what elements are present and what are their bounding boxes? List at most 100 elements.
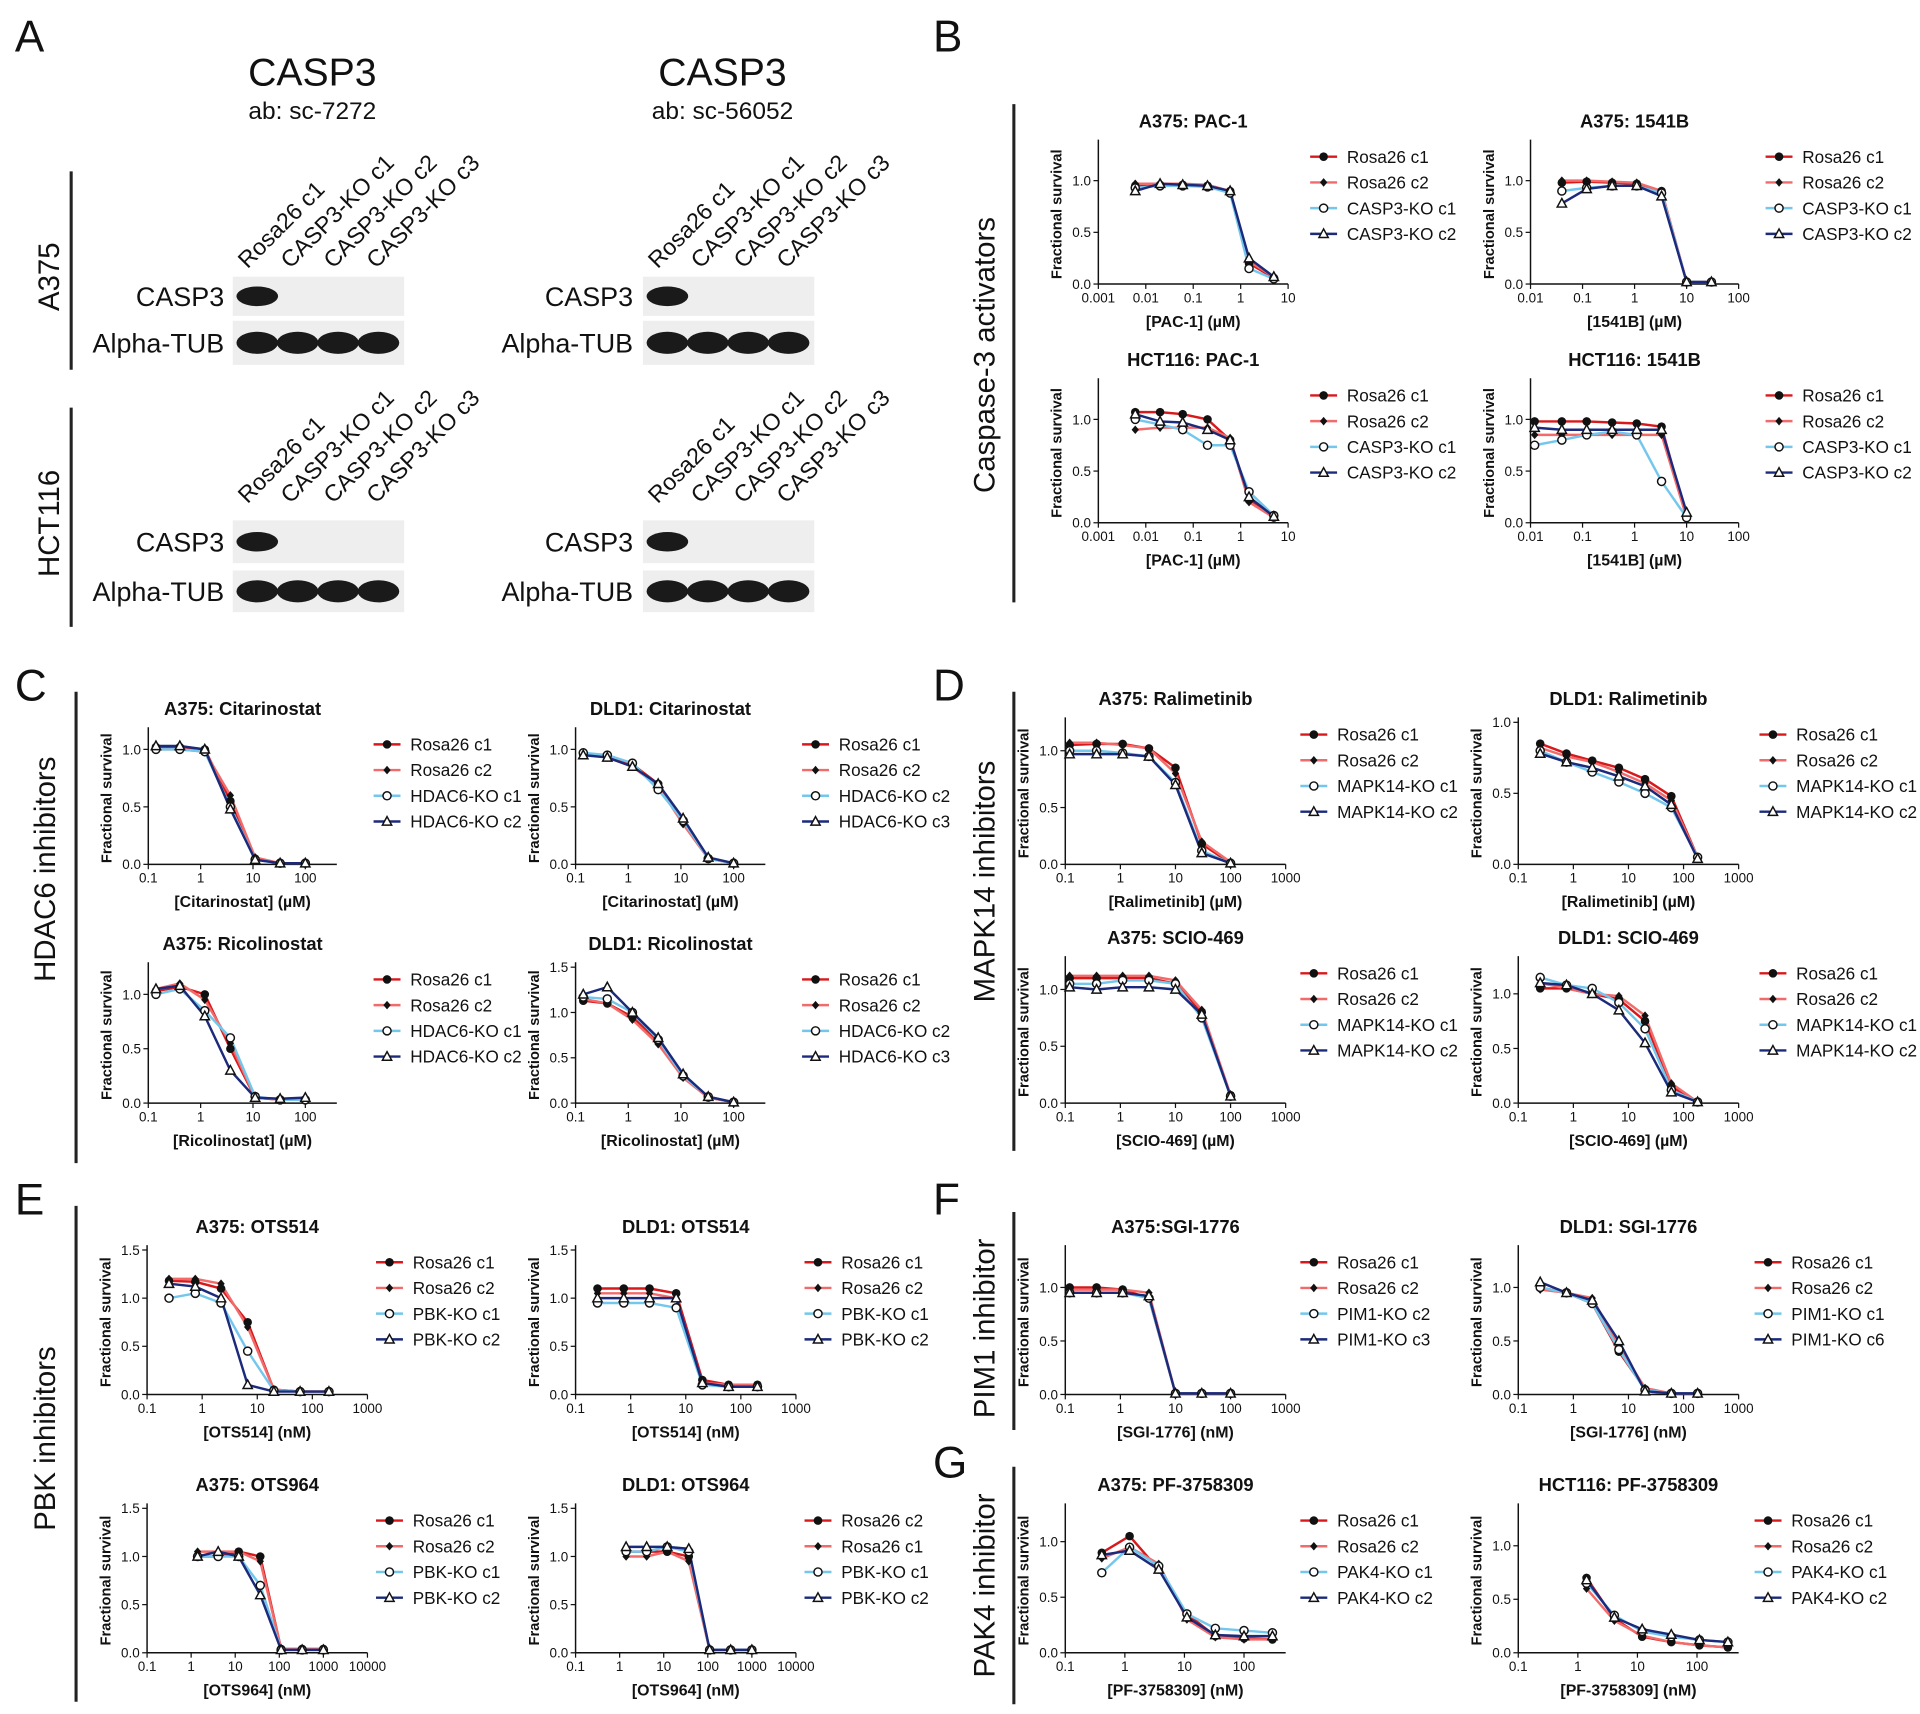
panel-letter: C: [15, 661, 47, 710]
y-tick-label: 1.0: [122, 742, 141, 757]
x-tick-label: 10: [678, 1401, 693, 1416]
legend-label: CASP3-KO c1: [1802, 198, 1911, 218]
marker: [652, 1031, 665, 1043]
y-tick-label: 0.0: [1492, 1646, 1511, 1661]
legend-label: PAK4-KO c2: [1337, 1588, 1433, 1608]
legend-label: Rosa26 c1: [1796, 963, 1878, 983]
legend-label: Rosa26 c2: [1337, 750, 1419, 770]
legend-label: Rosa26 c2: [1796, 989, 1878, 1009]
marker: [1267, 510, 1280, 521]
x-tick-label: 1: [1117, 871, 1124, 886]
legend-label: Rosa26 c1: [839, 970, 921, 990]
y-tick-label: 0.5: [1492, 1592, 1511, 1607]
marker: [267, 1385, 280, 1396]
x-tick-label: 10: [1621, 1109, 1636, 1124]
marker: [813, 1308, 823, 1319]
marker: [1169, 983, 1182, 994]
marker: [645, 1284, 654, 1293]
blot-band: [236, 286, 279, 307]
y-tick-label: 0.5: [550, 800, 569, 815]
marker: [619, 1284, 629, 1293]
marker: [1309, 969, 1319, 978]
legend-label: MAPK14-KO c2: [1337, 1041, 1458, 1061]
marker: [1639, 1384, 1651, 1396]
marker: [1763, 1257, 1773, 1267]
marker: [640, 1540, 653, 1552]
marker: [1640, 1024, 1650, 1034]
marker: [382, 740, 392, 749]
marker: [1775, 416, 1783, 426]
x-tick-label: 1000: [1724, 1401, 1754, 1416]
marker: [1176, 178, 1189, 190]
legend-label: Rosa26 c2: [410, 760, 492, 780]
legend-label: Rosa26 c1: [841, 1536, 923, 1556]
blot-row-label: Alpha-TUB: [93, 577, 225, 607]
marker: [1773, 227, 1785, 239]
marker: [383, 765, 391, 775]
marker: [384, 1567, 395, 1577]
x-tick-label: 1: [1117, 1401, 1124, 1416]
blot-band: [276, 331, 319, 354]
legend-label: Rosa26 c1: [1347, 386, 1429, 406]
x-tick-label: 1: [187, 1659, 194, 1674]
y-tick-label: 0.5: [1072, 464, 1091, 479]
marker: [1224, 1386, 1237, 1398]
marker: [813, 1516, 823, 1525]
cell-line: HCT116: [33, 470, 66, 577]
x-tick-label: 0.1: [566, 1401, 585, 1416]
x-tick-label: 100: [730, 1401, 752, 1416]
x-tick-label: 100: [1219, 1109, 1241, 1124]
x-tick-label: 100: [1672, 1109, 1694, 1124]
marker: [1534, 747, 1547, 758]
marker: [1612, 769, 1625, 781]
marker: [1705, 275, 1718, 287]
x-tick-label: 100: [1686, 1659, 1708, 1674]
marker: [1586, 1293, 1599, 1305]
x-axis-label: [1541B] (µM): [1587, 553, 1682, 570]
marker: [1319, 178, 1328, 187]
x-tick-label: 100: [268, 1659, 290, 1674]
y-axis-label: Fractional survival: [527, 970, 543, 1100]
x-axis-label: [Ricolinostat] (µM): [601, 1133, 740, 1150]
y-tick-label: 0.0: [1504, 277, 1523, 292]
blot-title: CASP3: [248, 52, 376, 95]
marker: [1243, 251, 1255, 263]
marker: [1154, 415, 1166, 426]
blot-band: [767, 331, 810, 354]
marker: [1667, 1079, 1676, 1088]
legend-label: Rosa26 c2: [1791, 1536, 1873, 1556]
series-line: [1069, 976, 1232, 1096]
x-tick-label: 10: [245, 871, 260, 886]
marker: [1318, 203, 1329, 213]
marker: [1238, 1629, 1250, 1641]
x-tick-label: 10: [250, 1401, 265, 1416]
marker: [317, 1643, 330, 1655]
marker: [1608, 1611, 1621, 1622]
marker: [201, 995, 209, 1005]
marker: [696, 1376, 709, 1388]
x-tick-label: 1: [197, 1109, 204, 1124]
marker: [751, 1380, 764, 1392]
marker: [385, 1541, 394, 1551]
x-axis-label: [SGI-1776] (nM): [1570, 1424, 1687, 1441]
marker: [382, 1026, 392, 1036]
marker: [1307, 805, 1320, 817]
x-tick-label: 100: [294, 1109, 316, 1124]
y-axis-label: Fractional survival: [1470, 967, 1486, 1097]
marker: [382, 975, 392, 984]
legend-label: Rosa26 c2: [1337, 1536, 1419, 1556]
y-tick-label: 0.0: [550, 857, 569, 872]
marker: [745, 1643, 758, 1655]
marker: [1655, 423, 1668, 435]
y-tick-label: 0.0: [1072, 277, 1091, 292]
y-axis-label: Fractional survival: [1482, 388, 1498, 518]
marker: [811, 1000, 820, 1010]
y-tick-label: 0.0: [1492, 1387, 1511, 1402]
y-tick-label: 1.0: [550, 1005, 569, 1020]
chart-title: A375: OTS514: [196, 1216, 320, 1237]
panel-letter: F: [933, 1175, 960, 1224]
x-tick-label: 0.1: [1509, 1109, 1528, 1124]
x-tick-label: 0.1: [1509, 1401, 1528, 1416]
legend-label: Rosa26 c1: [1337, 1252, 1419, 1272]
legend-label: Rosa26 c1: [413, 1511, 495, 1531]
